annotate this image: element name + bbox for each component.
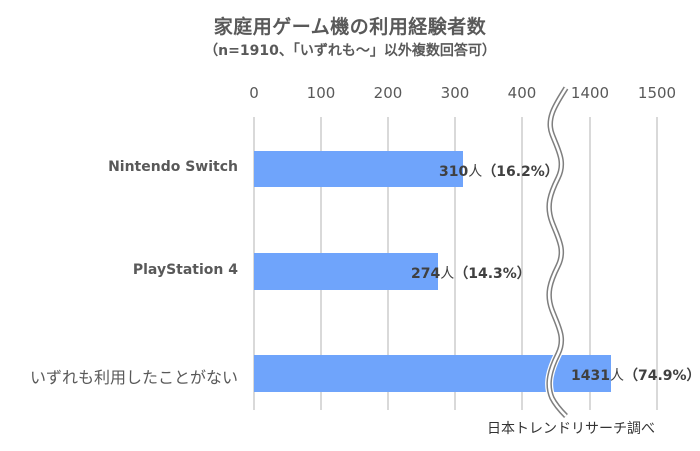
data-label-nintendo-switch: 310人（16.2%） [439,161,559,181]
data-label-none: 1431人（74.9%） [571,365,700,385]
gridline-1500 [656,117,658,410]
category-label-playstation-4: PlayStation 4 [132,262,238,278]
gridline-300 [454,117,456,410]
data-label-unit: 人 [440,266,455,282]
x-tick-300: 300 [440,84,470,102]
data-label-pct: （74.9%） [623,368,700,384]
x-tick-1500: 1500 [637,84,677,102]
data-label-pct: （16.2%） [482,164,559,180]
x-tick-400: 400 [507,84,537,102]
data-label-value: 274 [411,266,441,282]
data-label-unit: 人 [609,368,624,384]
bar-nintendo-switch [254,151,463,187]
x-tick-0: 0 [249,84,259,102]
data-label-value: 310 [439,164,469,180]
chart-title: 家庭用ゲーム機の利用経験者数 [213,16,487,38]
data-label-unit: 人 [468,164,483,180]
data-label-value: 1431 [571,368,610,384]
category-label-none: いずれも利用したことがない [29,368,238,387]
bar-playstation-4 [254,253,438,290]
chart-subtitle: （n=1910、「いずれも～」以外複数回答可） [204,43,496,59]
category-label-nintendo-switch: Nintendo Switch [108,159,238,175]
data-label-playstation-4: 274人（14.3%） [411,263,531,283]
x-tick-1400: 1400 [570,84,610,102]
x-tick-100: 100 [306,84,336,102]
source-note: 日本トレンドリサーチ調べ [487,421,655,437]
x-tick-200: 200 [373,84,403,102]
gridline-400 [521,117,523,410]
data-label-pct: （14.3%） [454,266,531,282]
gridline-1400 [589,117,591,410]
